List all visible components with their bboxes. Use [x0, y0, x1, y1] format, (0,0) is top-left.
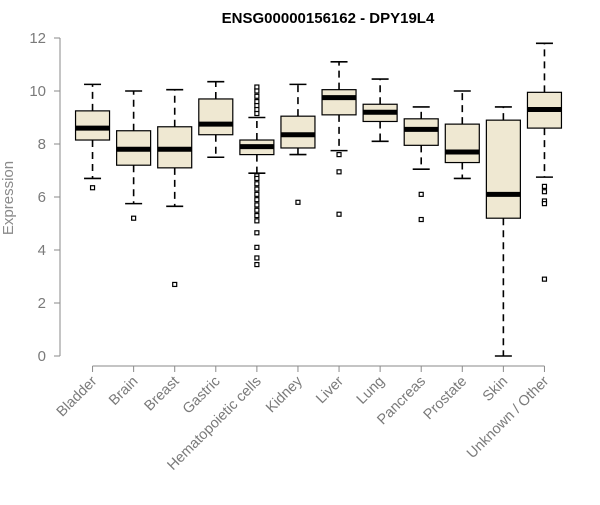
outlier-point: [336, 152, 342, 158]
y-tick-label: 6: [38, 189, 46, 206]
box-group: [74, 83, 111, 191]
box-group: [526, 42, 563, 282]
y-axis-label: Expression: [0, 161, 17, 235]
y-axis: 0 2 4 6 8 10 12: [29, 30, 61, 365]
outlier-point: [254, 230, 260, 236]
box-group: [198, 80, 234, 159]
box-group: [157, 88, 193, 288]
outlier-point: [254, 110, 260, 117]
outlier-point: [254, 88, 260, 94]
x-tick-label: Kidney: [263, 373, 306, 416]
outlier-point: [254, 191, 260, 197]
chart-title: ENSG00000156162 - DPY19L4: [222, 10, 435, 27]
outlier-point: [254, 93, 260, 99]
x-tick-label: Prostate: [421, 374, 470, 423]
box-group: [485, 106, 521, 357]
outlier-point: [418, 216, 424, 223]
x-tick-label: Lung: [354, 374, 388, 408]
box-group: [239, 84, 275, 268]
outlier-point: [541, 189, 548, 195]
y-tick-label: 0: [38, 348, 46, 365]
x-tick-label: Brain: [106, 374, 141, 409]
outlier-point: [254, 218, 260, 224]
outlier-point: [418, 191, 424, 197]
box-iqr: [444, 123, 480, 164]
box-group: [362, 78, 398, 143]
box-iqr: [74, 110, 111, 141]
outlier-point: [172, 281, 178, 288]
outlier-point: [254, 181, 260, 187]
box-group: [321, 61, 357, 217]
outlier-point: [254, 175, 260, 182]
outlier-point: [295, 199, 301, 205]
outlier-point: [541, 201, 548, 207]
x-tick-label: Breast: [142, 374, 183, 415]
x-tick-label: Bladder: [54, 373, 101, 420]
outlier-point: [254, 261, 260, 268]
box-group: [403, 106, 439, 223]
y-tick-label: 12: [29, 30, 46, 47]
outlier-point: [131, 215, 137, 221]
outlier-point: [254, 186, 260, 192]
outlier-point: [89, 185, 96, 191]
x-tick-label: Liver: [313, 373, 347, 407]
outlier-point: [254, 207, 260, 213]
x-tick-label: Skin: [480, 374, 511, 405]
outlier-point: [336, 169, 342, 175]
y-tick-label: 10: [29, 83, 46, 100]
outlier-point: [254, 197, 260, 203]
outlier-point: [254, 202, 260, 208]
y-tick-label: 4: [38, 242, 46, 259]
y-tick-label: 8: [38, 136, 46, 153]
box-iqr: [198, 98, 234, 136]
box-iqr: [321, 89, 357, 116]
y-tick-label: 2: [38, 295, 46, 312]
outlier-point: [254, 244, 260, 250]
outlier-point: [254, 212, 260, 219]
outlier-point: [336, 211, 342, 217]
outlier-point: [541, 276, 548, 282]
box-iqr: [403, 118, 439, 146]
outlier-point: [254, 255, 260, 261]
box-group: [116, 90, 152, 221]
box-group: [280, 83, 316, 205]
boxes-layer: [74, 42, 563, 357]
box-iqr: [280, 115, 316, 149]
box-group: [444, 90, 480, 180]
outlier-point: [541, 183, 548, 189]
box-iqr: [485, 119, 521, 219]
